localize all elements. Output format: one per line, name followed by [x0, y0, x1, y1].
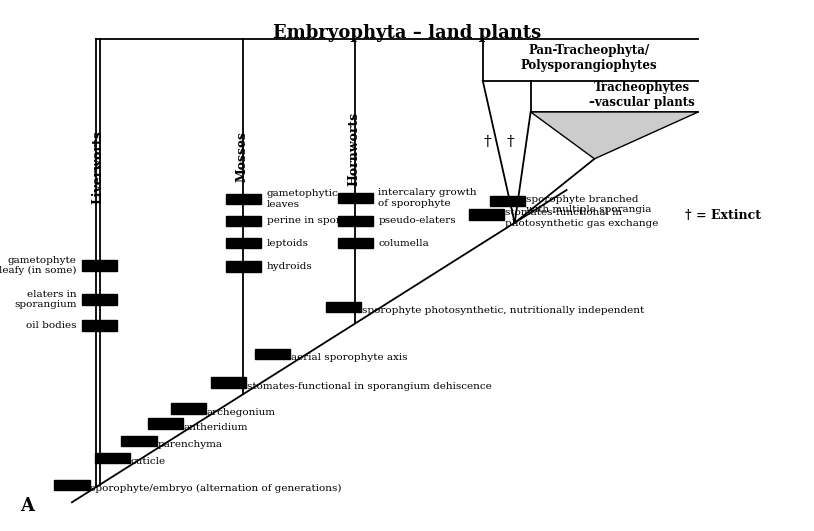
Text: †: † — [507, 135, 514, 149]
Text: elaters in
sporangium: elaters in sporangium — [14, 289, 77, 309]
Text: leptoids: leptoids — [267, 238, 309, 247]
Text: Hornworts: Hornworts — [347, 112, 360, 185]
Bar — [490, 196, 525, 206]
Text: oil bodies: oil bodies — [26, 321, 77, 330]
Bar — [121, 435, 156, 446]
Bar — [255, 349, 290, 359]
Text: stomates-functional in sporangium dehiscence: stomates-functional in sporangium dehisc… — [247, 382, 492, 391]
Text: sporophyte branched
with multiple sporangia: sporophyte branched with multiple sporan… — [526, 195, 651, 215]
Text: gametophyte
leafy (in some): gametophyte leafy (in some) — [0, 256, 77, 275]
Text: archegonium: archegonium — [207, 408, 276, 417]
Text: †: † — [484, 135, 492, 149]
Bar — [211, 378, 246, 388]
Text: columella: columella — [379, 238, 429, 247]
Text: parenchyma: parenchyma — [157, 440, 222, 449]
Text: Pan-Tracheophyta/
Polysporangiophytes: Pan-Tracheophyta/ Polysporangiophytes — [521, 45, 657, 72]
Text: A: A — [20, 497, 34, 515]
Text: perine in spore wall: perine in spore wall — [267, 216, 372, 225]
Text: cuticle: cuticle — [131, 457, 166, 466]
Bar — [171, 404, 206, 414]
Text: † = Extinct: † = Extinct — [685, 209, 760, 222]
Text: Embryophyta – land plants: Embryophyta – land plants — [273, 23, 541, 41]
Bar — [338, 216, 373, 226]
Bar — [226, 194, 261, 204]
Text: hydroids: hydroids — [267, 262, 313, 271]
Polygon shape — [531, 112, 698, 159]
Bar — [338, 238, 373, 249]
Text: stomates-functional in
photosynthetic gas exchange: stomates-functional in photosynthetic ga… — [505, 209, 659, 228]
Text: aerial sporophyte axis: aerial sporophyte axis — [291, 353, 407, 362]
Text: sporophyte photosynthetic, nutritionally independent: sporophyte photosynthetic, nutritionally… — [361, 306, 644, 315]
Text: gametophytic
leaves: gametophytic leaves — [267, 189, 339, 209]
Bar — [82, 260, 117, 271]
Bar — [226, 238, 261, 249]
Bar — [95, 453, 130, 463]
Bar — [82, 320, 117, 330]
Text: sporophyte/embryo (alternation of generations): sporophyte/embryo (alternation of genera… — [90, 484, 342, 493]
Text: Mosses: Mosses — [235, 131, 248, 182]
Text: antheridium: antheridium — [184, 423, 248, 432]
Text: intercalary growth
of sporophyte: intercalary growth of sporophyte — [379, 188, 477, 208]
Text: pseudo-elaters: pseudo-elaters — [379, 216, 456, 225]
Bar — [148, 418, 183, 429]
Text: Liverworts: Liverworts — [92, 130, 105, 203]
Bar — [226, 216, 261, 226]
Text: Tracheophytes
–vascular plants: Tracheophytes –vascular plants — [589, 81, 695, 109]
Bar — [226, 261, 261, 272]
Bar — [326, 302, 361, 312]
Bar — [82, 294, 117, 305]
Bar — [469, 209, 505, 220]
Bar — [338, 193, 373, 203]
Bar — [55, 480, 90, 490]
